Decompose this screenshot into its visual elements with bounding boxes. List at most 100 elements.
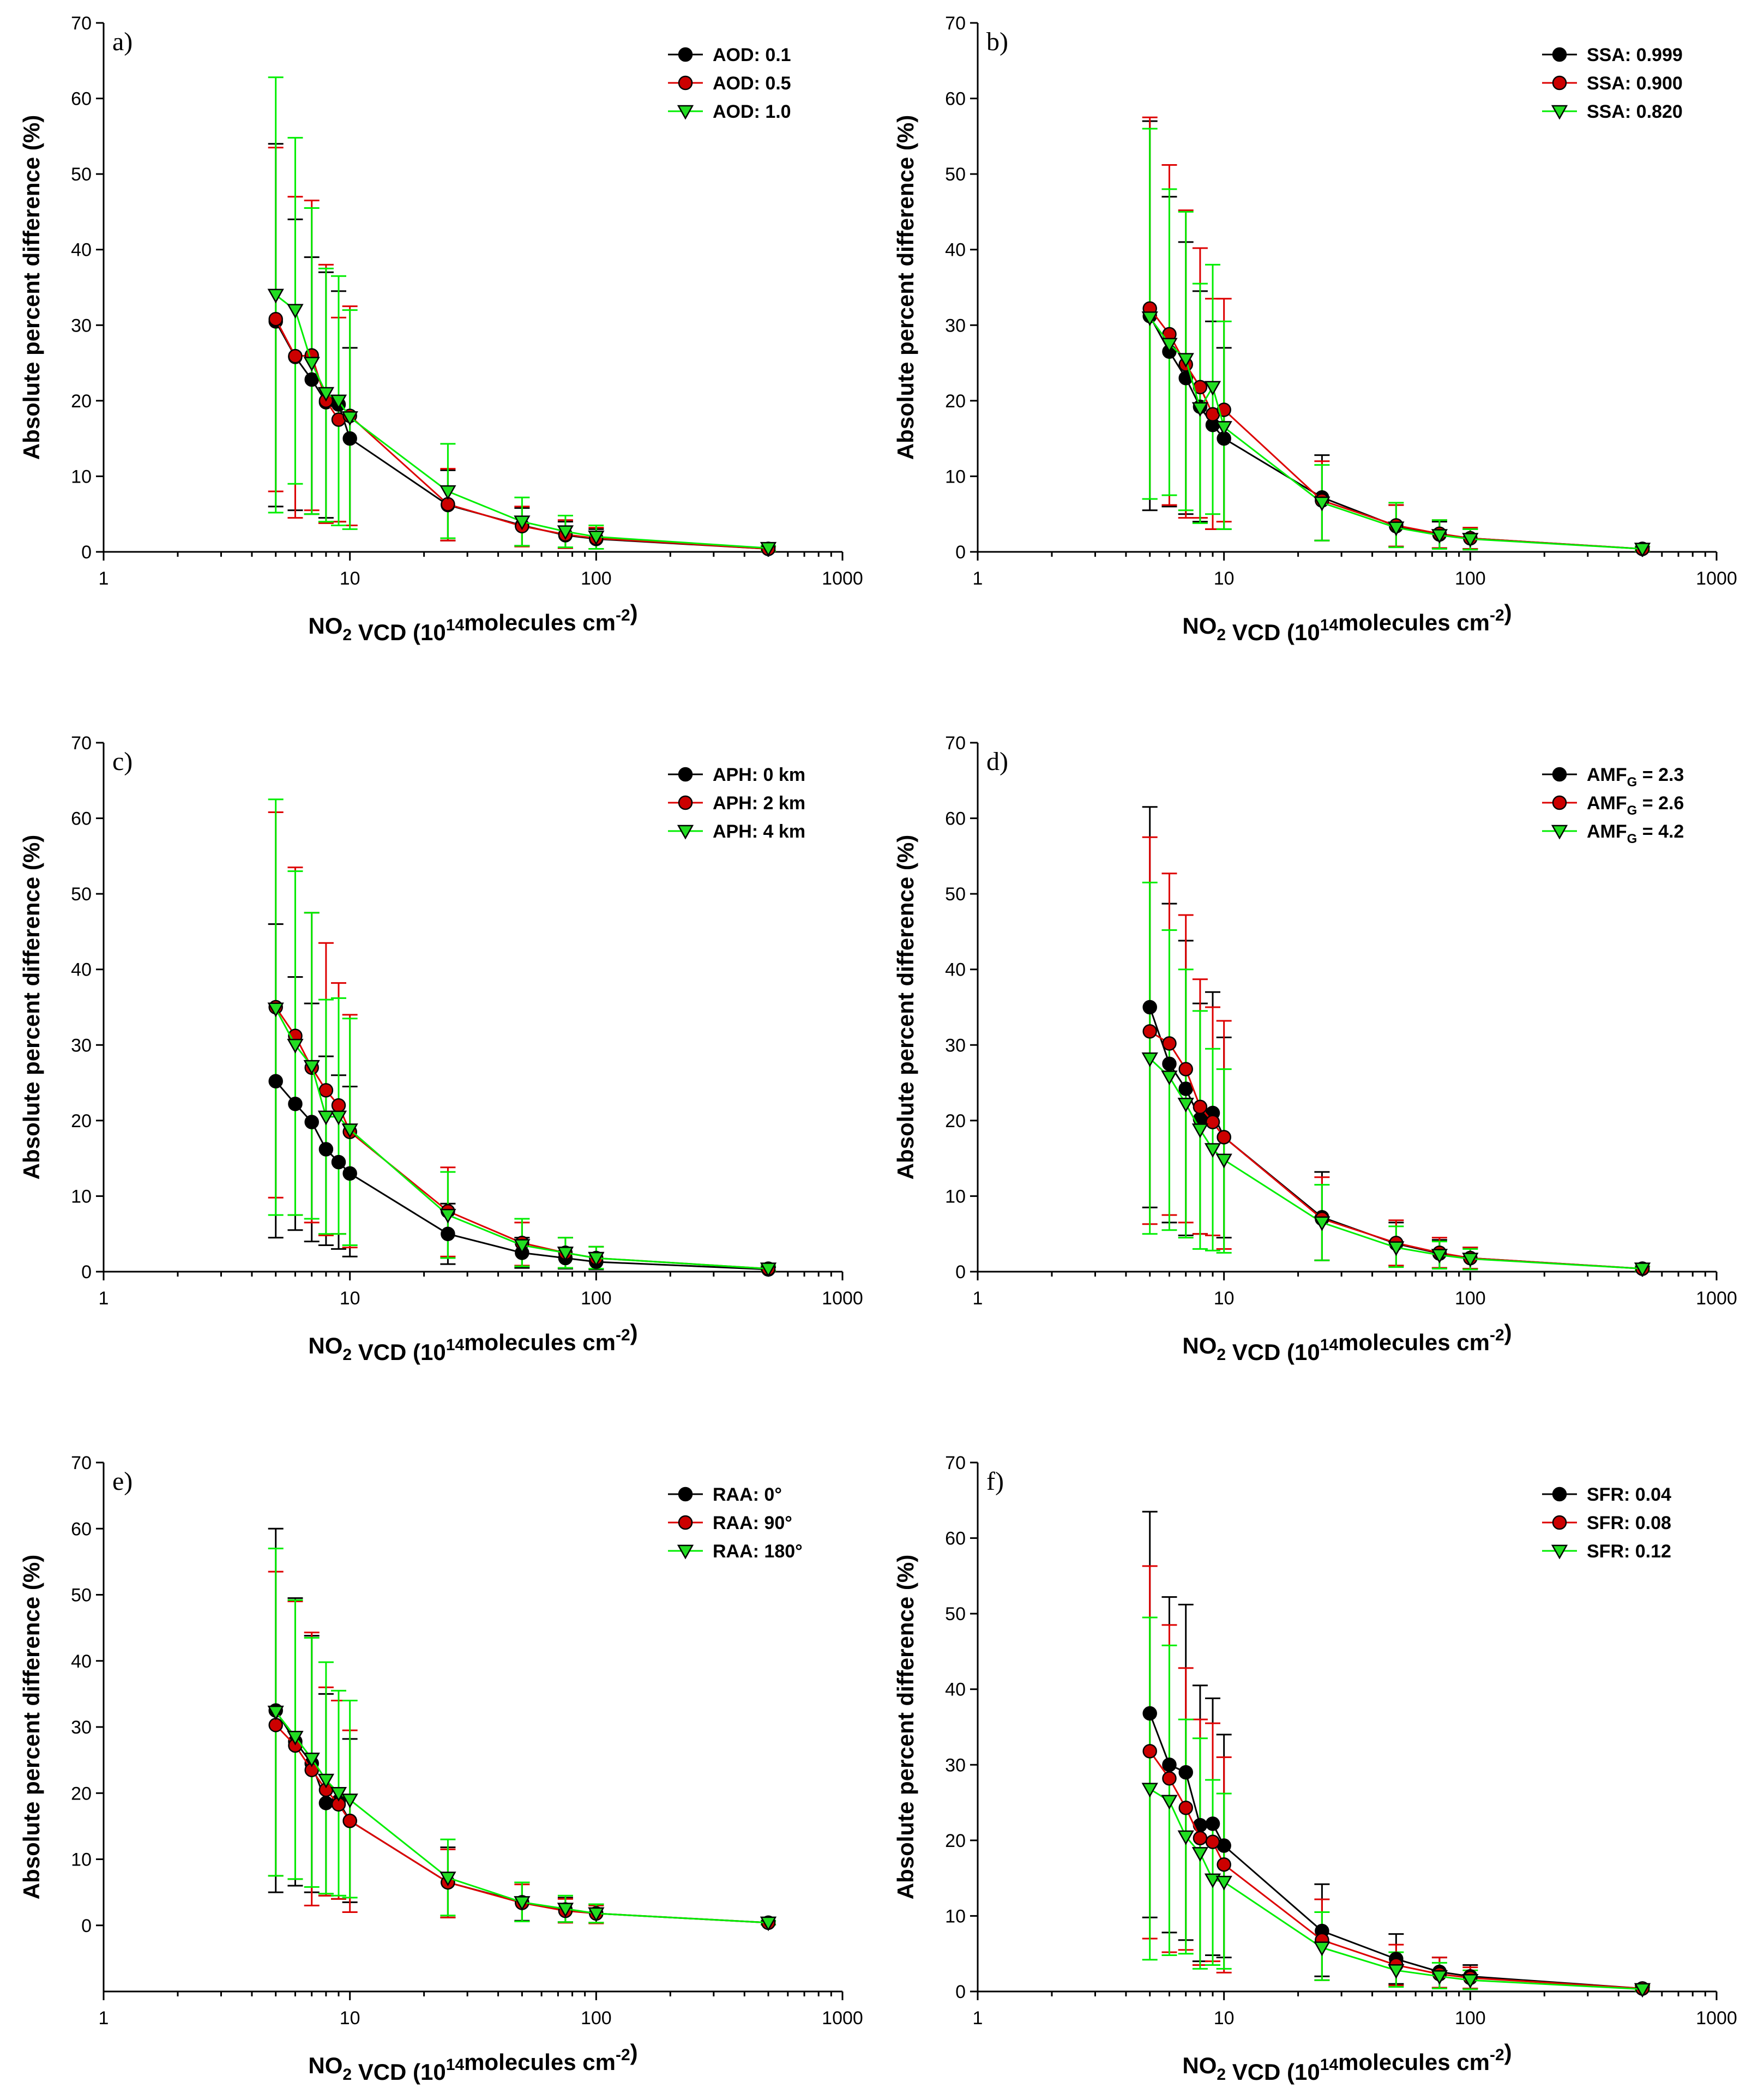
x-tick-label: 10 (340, 568, 360, 589)
panel-f: 0 10 20 30 40 50 60 70 1 10 100 1000 Absolute percen… (893, 1453, 1737, 2085)
legend-marker (678, 767, 693, 782)
y-tick-label: 70 (945, 733, 966, 754)
y-tick-label: 50 (71, 884, 92, 905)
data-point (514, 515, 531, 531)
y-tick-label: 60 (945, 809, 966, 829)
data-point (341, 1794, 358, 1808)
x-tick-label: 1000 (822, 2008, 863, 2029)
data-point (557, 525, 574, 540)
data-point (588, 1251, 605, 1267)
data-point (1215, 1153, 1232, 1169)
x-axis-title-part: VCD (10 (1226, 1339, 1320, 1365)
data-point (1314, 1216, 1330, 1231)
x-axis-title: NO2 VCD (1014molecules cm-2) (308, 600, 637, 645)
y-tick-label: 60 (945, 1529, 966, 1549)
data-point (304, 372, 319, 387)
data-point (1314, 496, 1330, 512)
data-point (287, 304, 304, 319)
y-tick-label: 70 (945, 1453, 966, 1473)
x-tick-label: 1 (973, 2008, 983, 2029)
legend-marker (677, 1544, 694, 1560)
data-point (1177, 1830, 1194, 1845)
y-tick-label: 40 (945, 960, 966, 980)
legend-marker (1552, 767, 1567, 782)
y-tick-label: 50 (945, 164, 966, 185)
panel-a: 0 10 20 30 40 50 60 70 1 10 100 1000 Absolute percen… (19, 13, 863, 645)
y-tick-label: 40 (945, 240, 966, 261)
x-axis-title-part: -2 (1490, 606, 1504, 624)
legend-marker (1552, 47, 1567, 62)
x-axis-title: NO2 VCD (1014molecules cm-2) (1182, 1320, 1512, 1365)
data-point (760, 1916, 777, 1931)
data-point (342, 431, 357, 446)
data-point (1191, 1847, 1209, 1862)
x-axis-title-part: ) (630, 1320, 638, 1345)
data-point (1634, 1983, 1651, 1998)
x-tick-label: 100 (1455, 2008, 1486, 2029)
x-tick-label: 10 (1214, 2008, 1235, 2029)
y-tick-label: 10 (945, 466, 966, 487)
x-axis-title: NO2 VCD (1014molecules cm-2) (1182, 600, 1512, 645)
x-axis-title-part: -2 (616, 1326, 630, 1344)
data-point (287, 1730, 304, 1746)
y-tick-label: 20 (945, 1111, 966, 1132)
x-axis-title-part: NO (308, 2053, 342, 2078)
y-tick-label: 30 (945, 315, 966, 336)
data-point (1204, 1873, 1221, 1888)
x-tick-label: 1000 (1696, 1288, 1737, 1309)
x-axis-title-part: 2 (342, 2066, 352, 2084)
y-tick-label: 0 (81, 542, 92, 563)
y-tick-label: 40 (71, 1651, 92, 1672)
y-tick-label: 10 (945, 1906, 966, 1927)
y-tick-label: 20 (945, 1831, 966, 1851)
panel-label: d) (986, 747, 1008, 776)
data-point (1431, 529, 1448, 544)
panel-e: 0 10 20 30 40 50 60 70 1 10 100 1000 Absolute percen… (19, 1453, 863, 2085)
legend-label: AOD: 0.5 (713, 73, 791, 94)
legend-label: RAA: 180° (713, 1541, 803, 1562)
panel-label: a) (112, 27, 133, 56)
panel-label: b) (986, 27, 1008, 56)
x-tick-label: 1000 (1696, 568, 1737, 589)
legend-label-sub: G (1627, 775, 1637, 790)
x-axis-title-part: molecules cm (464, 1329, 616, 1355)
legend-label: AOD: 0.1 (713, 45, 791, 65)
data-point (341, 411, 358, 426)
data-point (441, 1226, 455, 1241)
data-point (1178, 1081, 1193, 1096)
x-axis-title-part: 14 (1320, 1336, 1339, 1354)
data-point (1178, 1801, 1193, 1815)
data-point (342, 1166, 357, 1181)
y-tick-label: 0 (81, 1262, 92, 1283)
x-tick-label: 10 (1214, 1288, 1235, 1309)
y-tick-label: 30 (71, 1035, 92, 1056)
data-point (514, 1896, 531, 1911)
x-axis-title-part: NO (308, 1333, 342, 1358)
data-point (1177, 353, 1194, 368)
data-point (267, 1002, 284, 1018)
data-point (1462, 1253, 1479, 1267)
data-point (514, 1239, 531, 1254)
x-axis-title-part: 14 (446, 616, 465, 634)
legend-label-part: AMF (1587, 793, 1627, 814)
data-point (303, 1060, 320, 1075)
y-axis-title: Absolute percent difference (%) (19, 835, 44, 1180)
y-tick-label: 20 (71, 1111, 92, 1132)
y-tick-label: 30 (71, 1717, 92, 1738)
legend-label: APH: 2 km (713, 793, 805, 814)
y-tick-label: 20 (945, 391, 966, 412)
legend-marker (678, 75, 693, 91)
y-tick-label: 60 (71, 1519, 92, 1539)
x-axis-title-part: -2 (1490, 2046, 1504, 2064)
data-point (318, 1796, 334, 1810)
legend-label: SFR: 0.08 (1587, 1513, 1671, 1533)
data-point (268, 1074, 283, 1089)
x-axis-title-part: 2 (1217, 2066, 1226, 2084)
data-point (1142, 1000, 1157, 1015)
data-point (557, 1247, 574, 1261)
x-tick-label: 10 (1214, 568, 1235, 589)
y-tick-label: 70 (71, 1453, 92, 1473)
x-tick-label: 1 (973, 1288, 983, 1309)
y-tick-label: 20 (71, 1783, 92, 1804)
data-point (1177, 1098, 1194, 1112)
